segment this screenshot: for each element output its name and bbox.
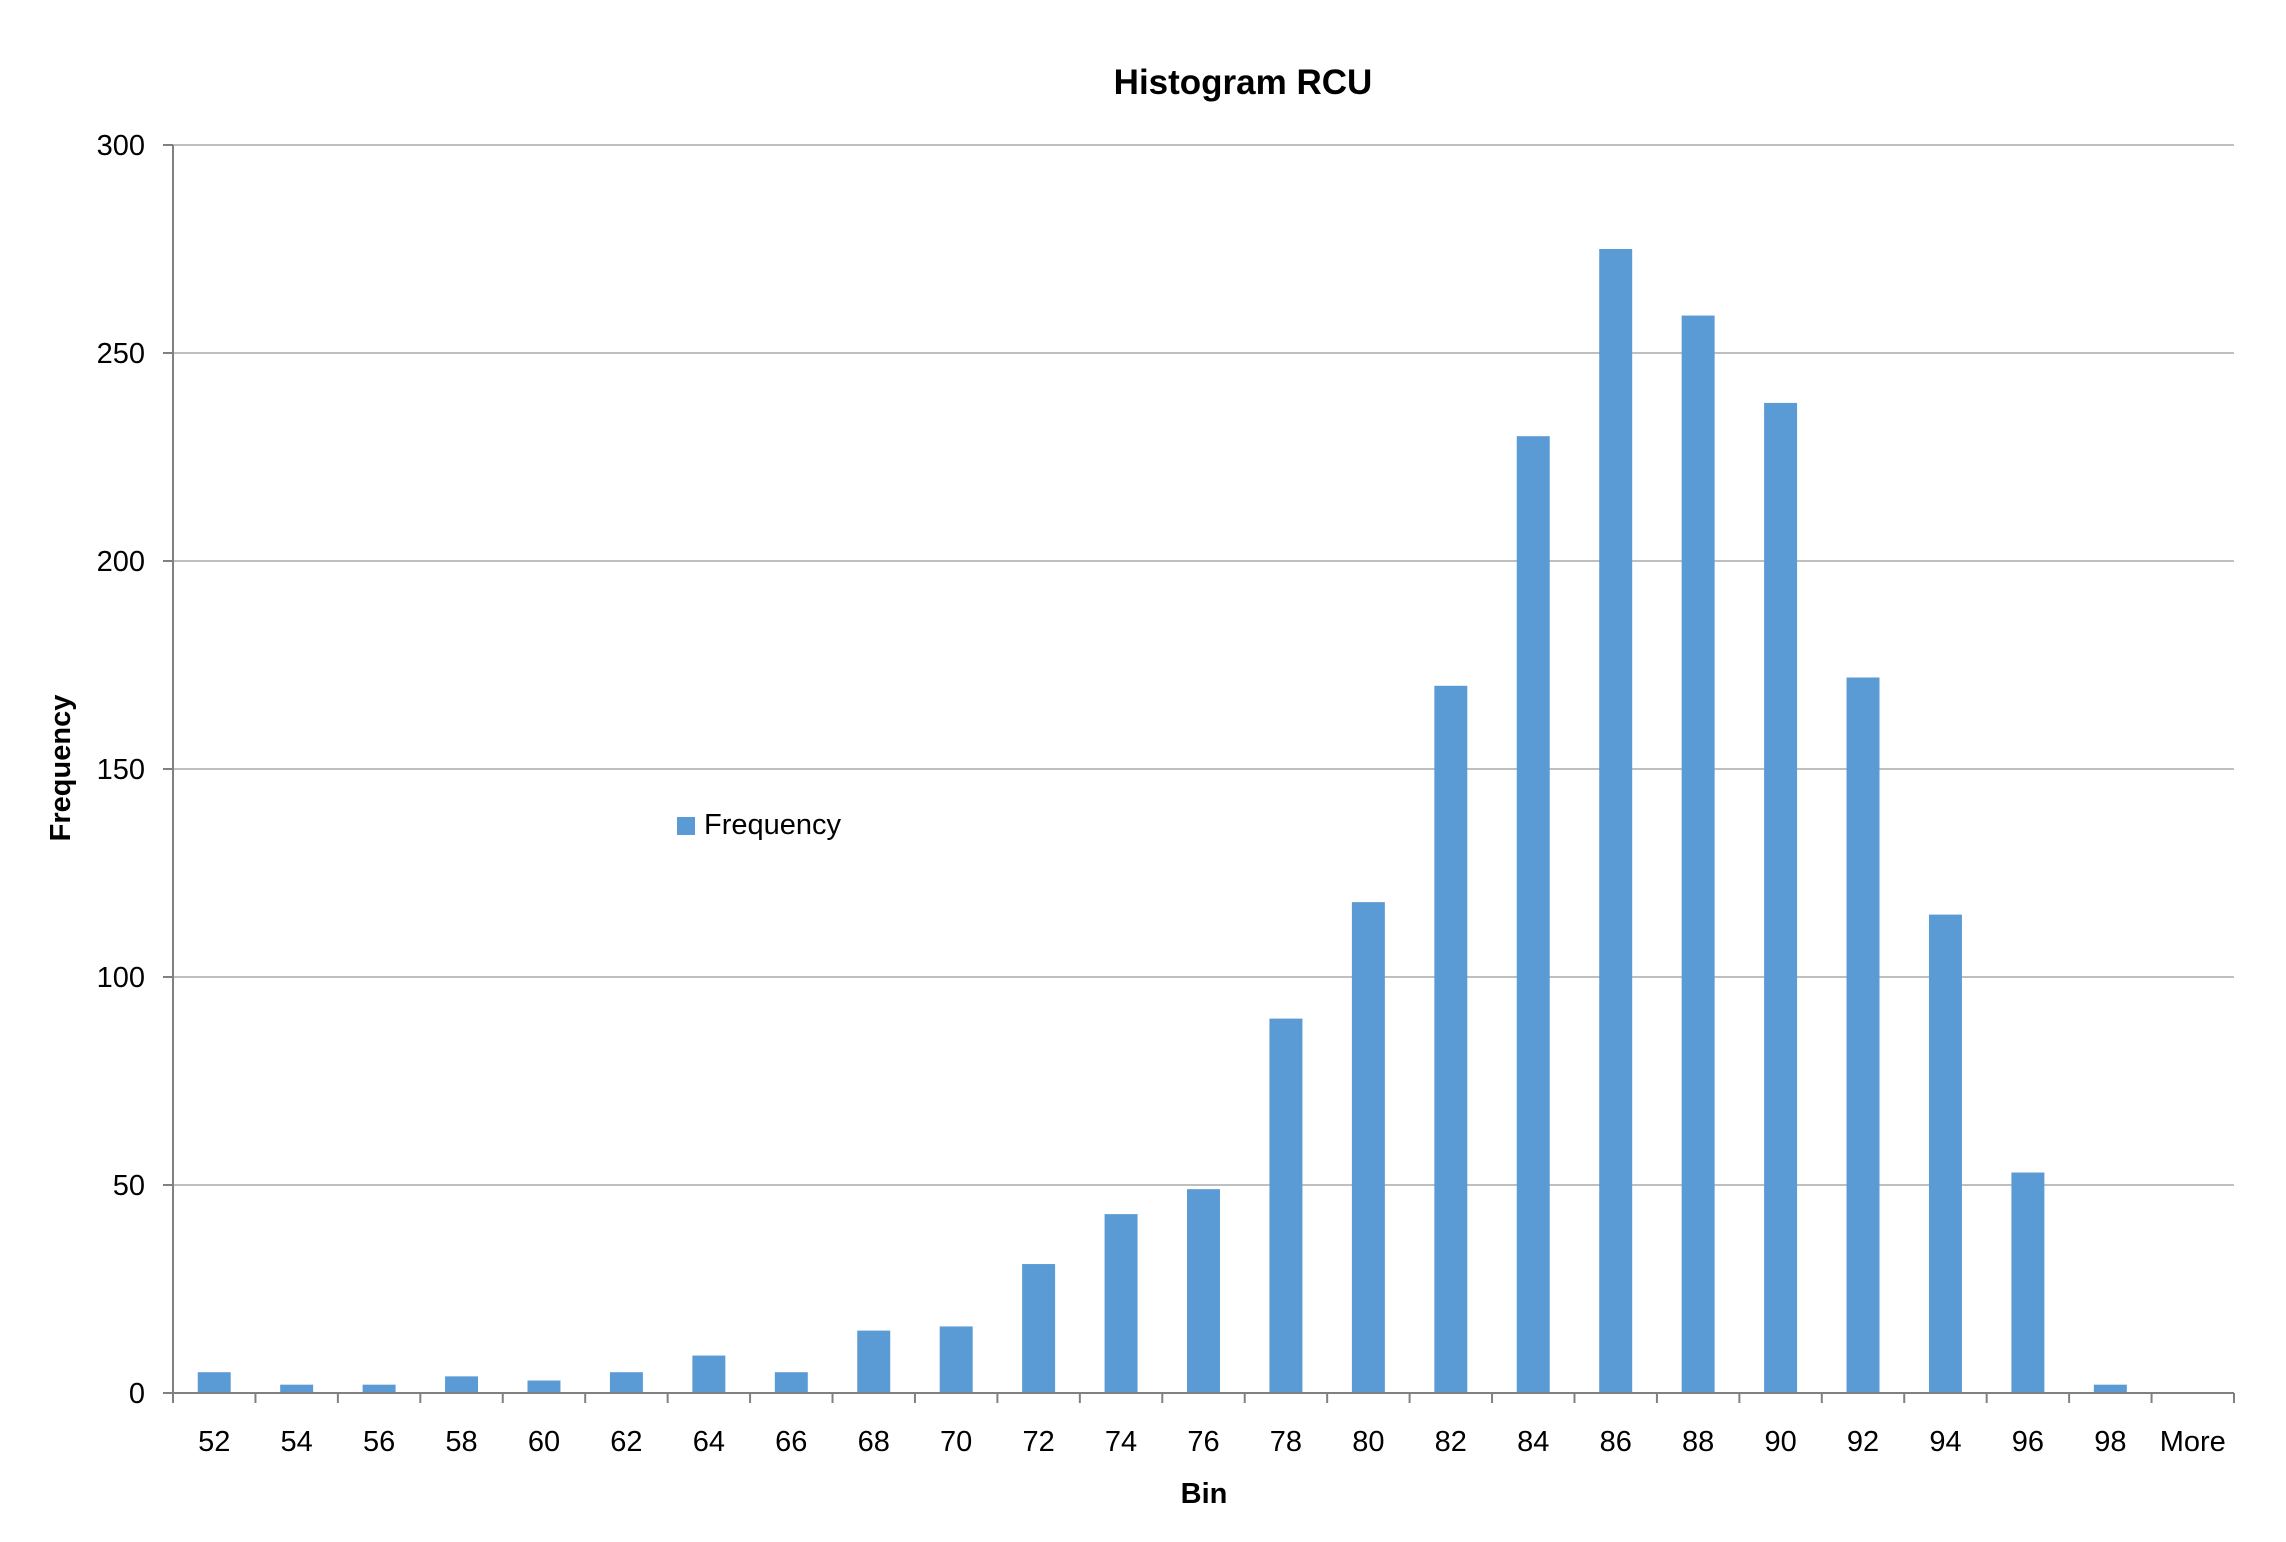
bar (280, 1384, 314, 1393)
axes (172, 145, 2234, 1394)
x-tick-label: 86 (1600, 1426, 1632, 1458)
x-axis-ticks: 52 54 56 58 60 62 64 66 68 70 72 74 76 78 80 82 84 86 88 90… (172, 1393, 2235, 1458)
x-tick-label: 60 (528, 1426, 560, 1458)
gridlines (173, 144, 2234, 1186)
bar (1928, 914, 1962, 1393)
x-tick-label: 74 (1105, 1426, 1137, 1458)
bar (1516, 436, 1550, 1393)
x-tick-label: 68 (858, 1426, 890, 1458)
x-tick-label: 80 (1352, 1426, 1384, 1458)
x-tick-label: 72 (1022, 1426, 1054, 1458)
legend-swatch (677, 817, 695, 835)
x-tick-label: 52 (198, 1426, 230, 1458)
y-tick-label: 300 (97, 130, 145, 162)
x-axis-label: Bin (1181, 1478, 1228, 1510)
x-tick-label: 78 (1270, 1426, 1302, 1458)
legend: Frequency (677, 809, 842, 841)
x-tick-label: 90 (1764, 1426, 1796, 1458)
bar (692, 1355, 726, 1393)
y-tick-label: 0 (129, 1378, 145, 1410)
bar (1764, 402, 1798, 1393)
bar (609, 1372, 643, 1393)
x-tick-label: 64 (693, 1426, 725, 1458)
bar (527, 1380, 561, 1393)
bar (1269, 1018, 1303, 1393)
bars (197, 249, 2127, 1393)
bar (1022, 1264, 1056, 1393)
bar (2093, 1384, 2127, 1393)
x-tick-label: 66 (775, 1426, 807, 1458)
x-tick-label: 96 (2012, 1426, 2044, 1458)
x-tick-label: 98 (2094, 1426, 2126, 1458)
bar (939, 1326, 973, 1393)
bar (1187, 1189, 1220, 1393)
x-tick-label: 82 (1435, 1426, 1467, 1458)
chart-title: Histogram RCU (1114, 63, 1373, 102)
x-tick-label: 94 (1929, 1426, 1961, 1458)
bar (1681, 315, 1715, 1393)
bar (197, 1372, 231, 1393)
bar (1599, 249, 1633, 1393)
x-tick-label: 84 (1517, 1426, 1549, 1458)
y-tick-label: 200 (97, 546, 145, 578)
bar (2011, 1172, 2045, 1393)
x-tick-label: 54 (281, 1426, 313, 1458)
x-tick-label: More (2160, 1426, 2226, 1458)
x-tick-label: 76 (1187, 1426, 1219, 1458)
x-tick-label: 58 (445, 1426, 477, 1458)
x-tick-label: 56 (363, 1426, 395, 1458)
bar (1434, 685, 1468, 1393)
legend-label: Frequency (704, 809, 842, 841)
bar (1846, 677, 1880, 1393)
x-tick-label: 88 (1682, 1426, 1714, 1458)
x-tick-label: 92 (1847, 1426, 1879, 1458)
x-tick-label: 70 (940, 1426, 972, 1458)
y-tick-label: 100 (97, 962, 145, 994)
bar (445, 1376, 479, 1393)
y-axis-ticks: 0 50 100 150 200 250 300 (97, 130, 173, 1410)
y-tick-label: 150 (97, 754, 145, 786)
y-axis-label: Frequency (45, 695, 77, 842)
bar (362, 1384, 396, 1393)
bar (1104, 1214, 1138, 1393)
x-tick-label: 62 (610, 1426, 642, 1458)
bar (774, 1372, 808, 1393)
bar (857, 1330, 891, 1393)
bar (1351, 902, 1385, 1393)
y-tick-label: 250 (97, 338, 145, 370)
y-tick-label: 50 (113, 1170, 145, 1202)
